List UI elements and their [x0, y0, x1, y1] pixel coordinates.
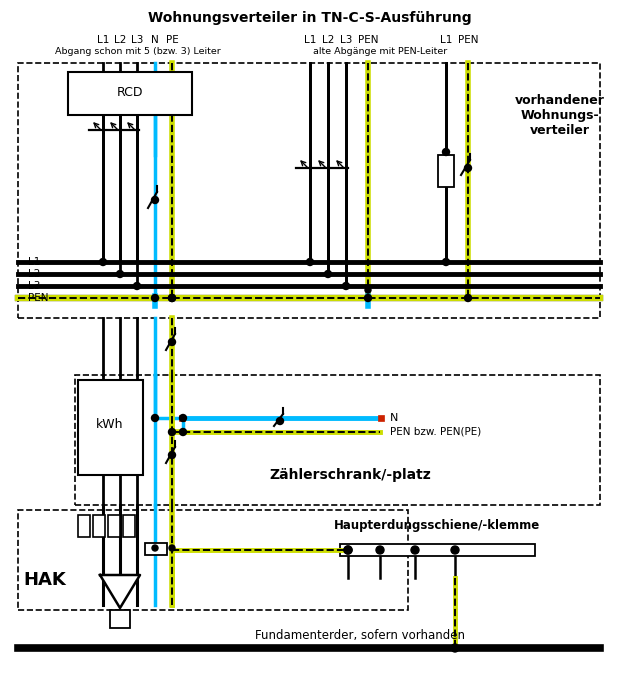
Circle shape [464, 164, 471, 172]
Bar [110, 610, 130, 628]
Bar [93, 515, 105, 537]
Circle shape [151, 197, 159, 203]
Bar [438, 155, 454, 187]
Text: PEN: PEN [28, 293, 48, 303]
Circle shape [169, 452, 175, 458]
Bar [145, 543, 167, 555]
Circle shape [443, 258, 450, 266]
Text: HAK: HAK [24, 571, 66, 589]
Circle shape [306, 258, 314, 266]
Text: L1: L1 [440, 35, 452, 45]
Text: L1: L1 [28, 257, 40, 267]
Text: L3: L3 [131, 35, 143, 45]
Circle shape [365, 287, 371, 293]
Bar [340, 544, 535, 556]
Text: Fundamenterder, sofern vorhanden: Fundamenterder, sofern vorhanden [255, 629, 465, 643]
Text: RCD: RCD [117, 87, 143, 100]
Text: PEN bzw. PEN(PE): PEN bzw. PEN(PE) [390, 427, 481, 437]
Text: Haupterdungsschiene/-klemme: Haupterdungsschiene/-klemme [334, 520, 540, 532]
Circle shape [169, 295, 175, 302]
Circle shape [151, 295, 159, 302]
Circle shape [117, 271, 123, 277]
Text: PEN: PEN [358, 35, 378, 45]
Text: L2: L2 [114, 35, 126, 45]
Circle shape [277, 417, 283, 425]
Text: L2: L2 [28, 269, 40, 279]
Circle shape [411, 546, 419, 554]
Bar [123, 515, 135, 537]
Text: L1: L1 [97, 35, 109, 45]
Text: alte Abgänge mit PEN-Leiter: alte Abgänge mit PEN-Leiter [313, 48, 447, 57]
Circle shape [169, 545, 175, 551]
Bar [108, 515, 120, 537]
Circle shape [152, 545, 158, 551]
Text: L3: L3 [28, 281, 40, 291]
Text: N: N [390, 413, 399, 423]
Circle shape [169, 339, 175, 345]
Text: kWh: kWh [96, 419, 124, 431]
Circle shape [342, 283, 350, 289]
Circle shape [451, 546, 459, 554]
Bar [68, 72, 192, 115]
Circle shape [169, 429, 175, 435]
Bar [78, 515, 90, 537]
Text: Zählerschrank/-platz: Zählerschrank/-platz [269, 468, 431, 482]
Bar [378, 415, 384, 421]
Circle shape [443, 149, 450, 155]
Circle shape [324, 271, 332, 277]
Bar [78, 380, 143, 475]
Text: L3: L3 [340, 35, 352, 45]
Circle shape [180, 415, 187, 421]
Circle shape [344, 546, 352, 554]
Bar [179, 415, 185, 421]
Text: L1: L1 [304, 35, 316, 45]
Text: PEN: PEN [458, 35, 478, 45]
Circle shape [180, 429, 187, 435]
Text: N: N [151, 35, 159, 45]
Circle shape [169, 295, 175, 302]
Text: L2: L2 [322, 35, 334, 45]
Circle shape [151, 415, 159, 421]
Text: Wohnungsverteiler in TN-C-S-Ausführung: Wohnungsverteiler in TN-C-S-Ausführung [148, 11, 472, 25]
Circle shape [365, 295, 371, 302]
Circle shape [464, 295, 471, 302]
Circle shape [99, 258, 107, 266]
Text: PE: PE [166, 35, 179, 45]
Text: vorhandener
Wohnungs-
verteiler: vorhandener Wohnungs- verteiler [515, 94, 605, 137]
Circle shape [376, 546, 384, 554]
Polygon shape [100, 575, 140, 608]
Circle shape [344, 546, 352, 554]
Text: Abgang schon mit 5 (bzw. 3) Leiter: Abgang schon mit 5 (bzw. 3) Leiter [55, 48, 221, 57]
Circle shape [133, 283, 141, 289]
Circle shape [451, 644, 459, 652]
